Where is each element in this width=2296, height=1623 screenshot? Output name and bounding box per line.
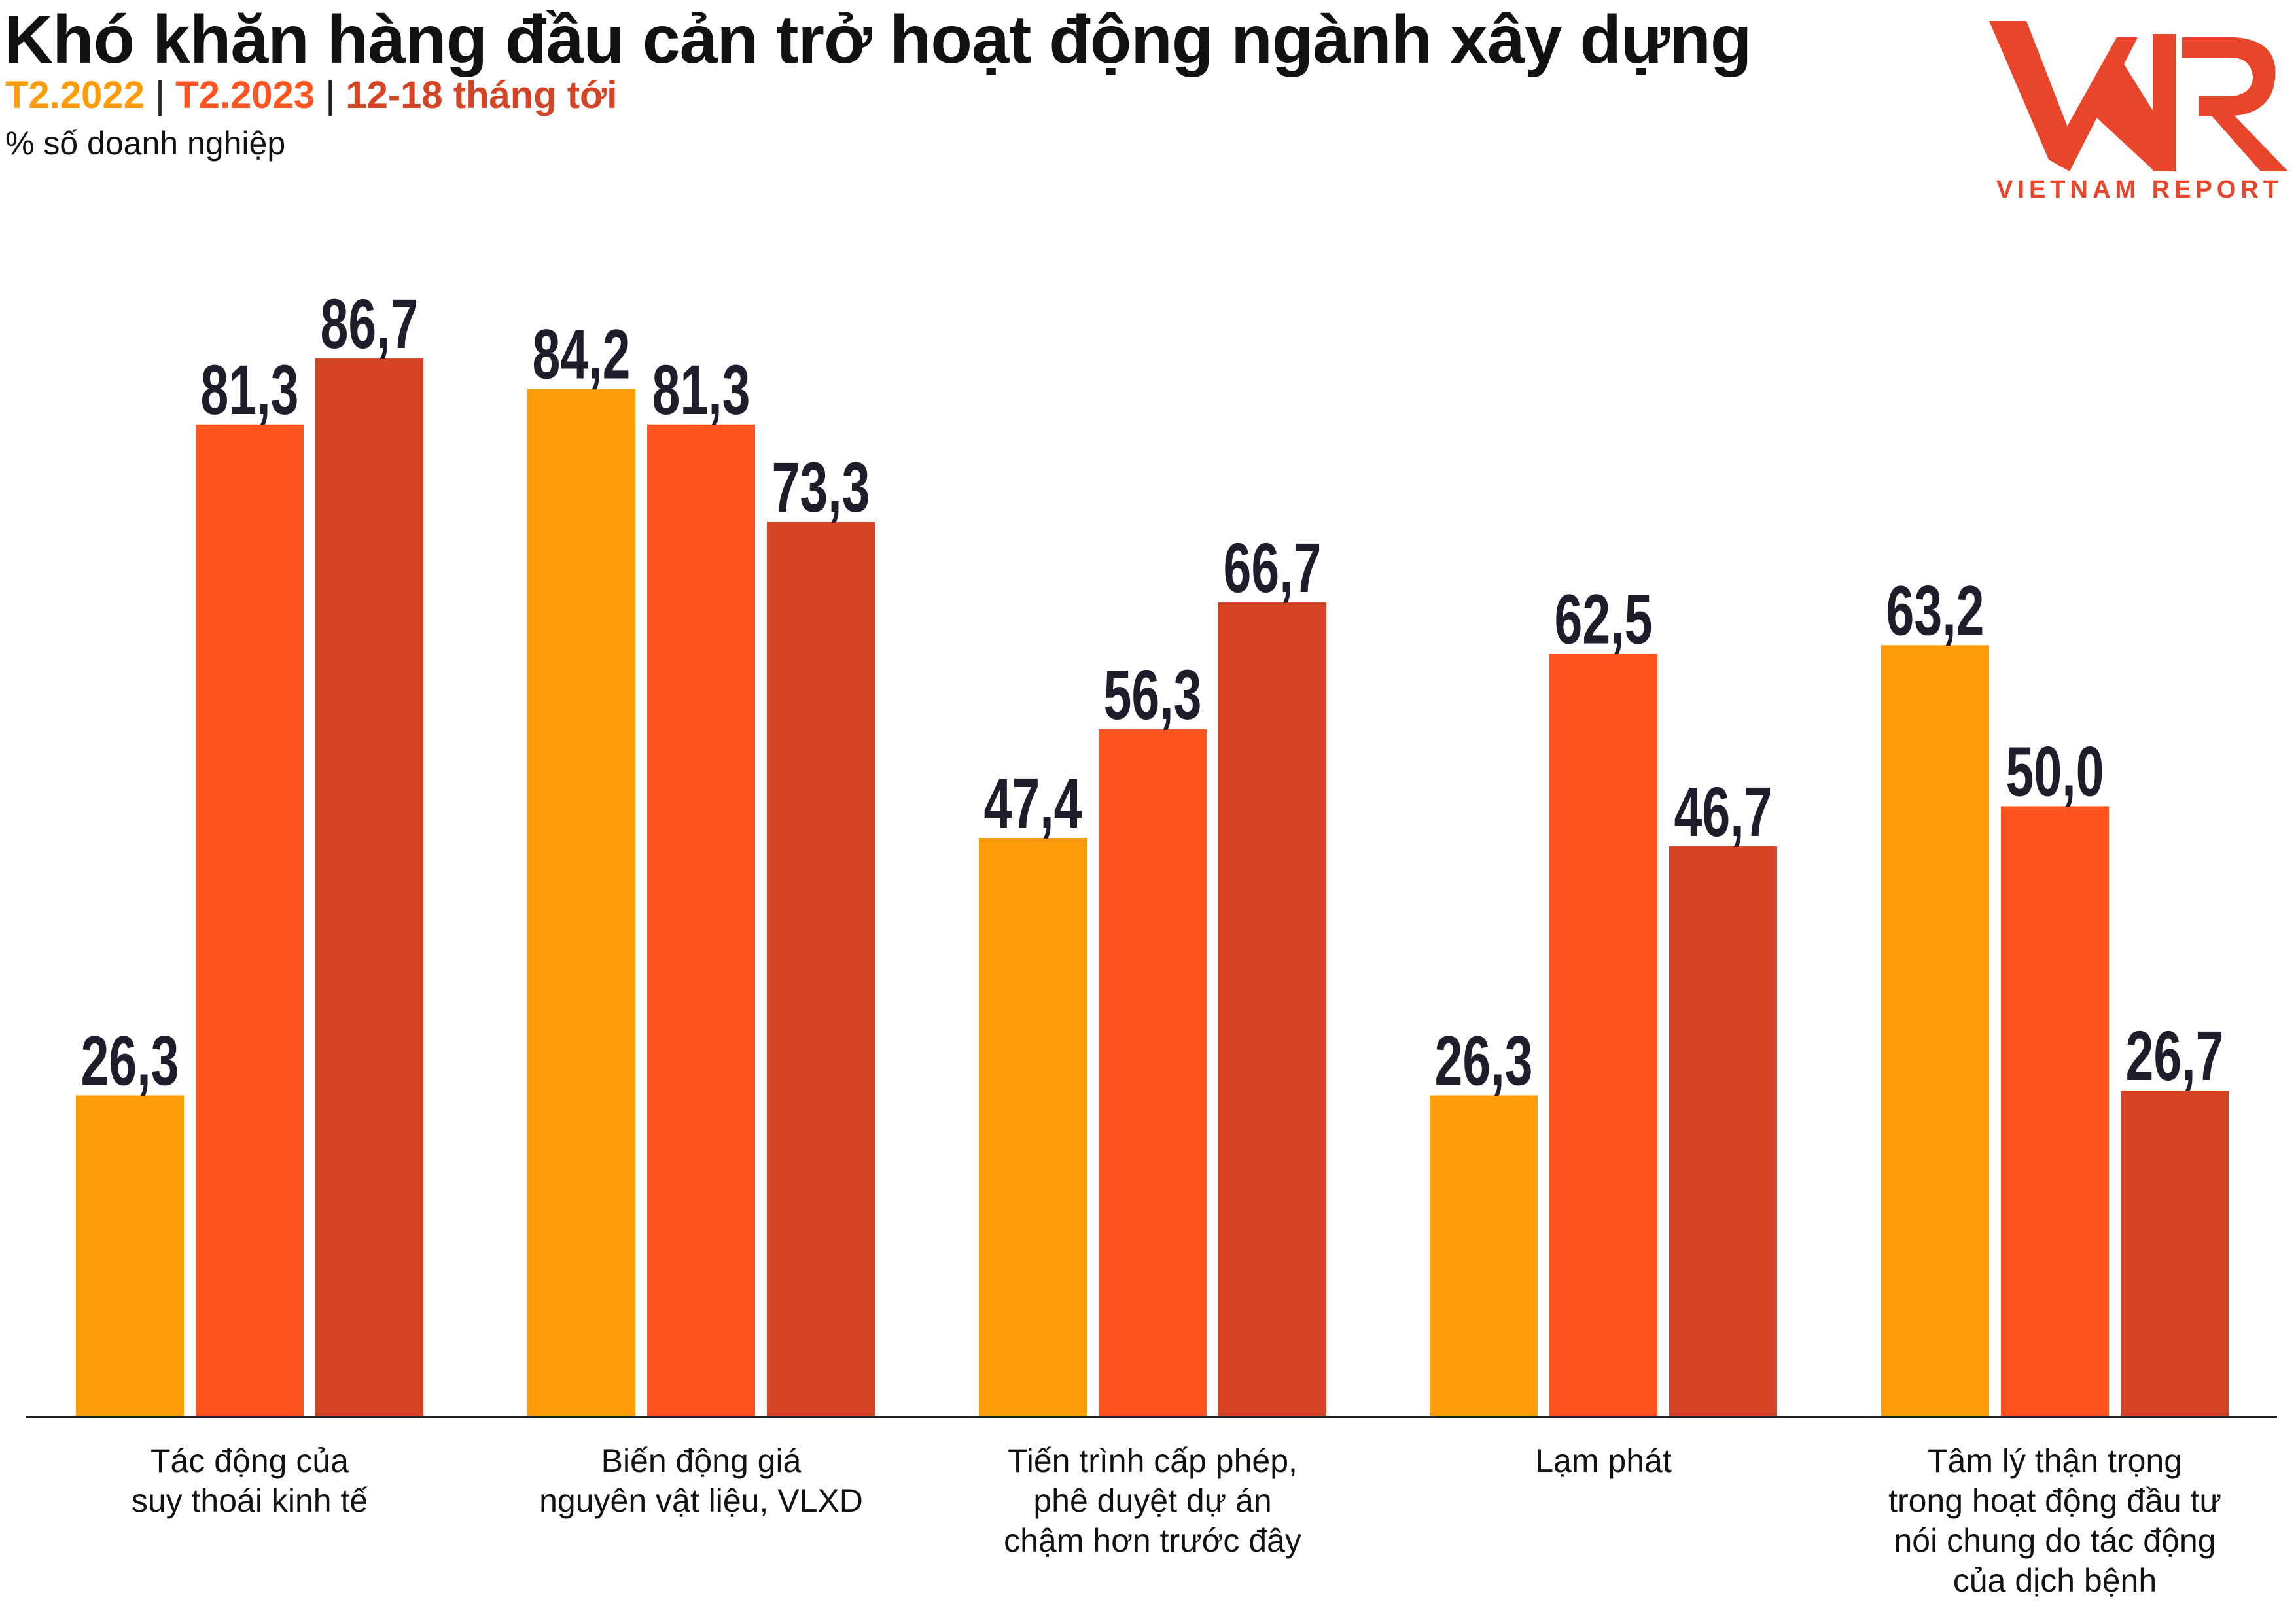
bar-12-18-th-ng-t-i-3 [1669,846,1777,1416]
data-label-t2-2022-0: 26,3 [81,1021,179,1100]
data-label-t2-2023-3: 62,5 [1555,579,1653,658]
category-label-line: suy thoái kinh tế [131,1482,368,1519]
category-label-line: trong hoạt động đầu tư [1888,1482,2221,1519]
data-label-t2-2022-1: 84,2 [533,315,631,394]
category-label-line: Biến động giá [601,1442,802,1479]
category-label-1: Biến động giá nguyên vật liệu, VLXD [472,1441,930,1521]
legend-item-t2-2023: T2.2023 [175,74,315,116]
legend-separator: | [154,74,166,116]
category-label-line: Tiến trình cấp phép, [1008,1442,1298,1479]
data-label-t2-2023-1: 81,3 [652,350,751,429]
data-label-t2-2023-4: 50,0 [2006,732,2104,811]
legend: T2.2022 | T2.2023 | 12-18 tháng tới [5,73,617,117]
bar-12-18-th-ng-t-i-4 [2121,1091,2229,1416]
vietnam-report-logo: VIETNAM REPORT [1989,21,2288,203]
category-label-line: Tâm lý thận trọng [1927,1442,2183,1479]
bar-t2-2023-2 [1099,729,1207,1416]
data-label-t2-2022-3: 26,3 [1435,1021,1533,1100]
category-label-line: nói chung do tác động [1894,1522,2216,1559]
data-label-t2-2023-2: 56,3 [1104,655,1202,734]
category-label-4: Tâm lý thận trọng trong hoạt động đầu tư n… [1826,1441,2284,1601]
chart-title: Khó khăn hàng đầu cản trở hoạt động ngàn… [4,2,1752,78]
bar-t2-2023-3 [1549,654,1657,1416]
bar-t2-2022-0 [76,1095,184,1416]
bar-12-18-th-ng-t-i-2 [1218,602,1326,1417]
data-label-12-18-th-ng-t-i-1: 73,3 [772,447,870,527]
data-label-12-18-th-ng-t-i-3: 46,7 [1674,772,1773,851]
bar-t2-2023-4 [2001,806,2109,1416]
category-label-line: Tác động của [150,1442,349,1479]
data-label-12-18-th-ng-t-i-0: 86,7 [321,284,419,363]
data-label-t2-2023-0: 81,3 [201,350,299,429]
bar-12-18-th-ng-t-i-0 [315,358,423,1417]
bar-t2-2022-4 [1881,645,1989,1416]
legend-item-12-18-months: 12-18 tháng tới [345,74,618,116]
data-label-12-18-th-ng-t-i-2: 66,7 [1224,528,1322,607]
logo-text: VIETNAM REPORT [1996,176,2283,203]
category-label-line: của dịch bệnh [1952,1562,2157,1599]
data-label-t2-2022-4: 63,2 [1886,570,1985,650]
category-label-2: Tiến trình cấp phép, phê duyệt dự án chậm … [924,1441,1382,1561]
bar-t2-2022-3 [1430,1095,1538,1416]
bar-t2-2023-0 [196,424,304,1416]
category-label-line: Lạm phát [1535,1442,1672,1479]
unit-label: % số doanh nghiệp [5,125,286,162]
category-label-line: phê duyệt dự án [1033,1482,1272,1519]
category-label-3: Lạm phát [1375,1441,1833,1481]
legend-item-t2-2022: T2.2022 [5,74,145,116]
category-label-line: chậm hơn trước đây [1004,1522,1301,1559]
bar-t2-2022-2 [979,837,1087,1416]
bar-t2-2023-1 [647,424,755,1416]
data-label-12-18-th-ng-t-i-4: 26,7 [2126,1016,2224,1095]
category-label-line: nguyên vật liệu, VLXD [539,1482,863,1519]
data-label-t2-2022-2: 47,4 [984,763,1082,843]
category-label-0: Tác động của suy thoái kinh tế [21,1441,479,1521]
bar-t2-2022-1 [527,389,635,1417]
bar-12-18-th-ng-t-i-1 [767,521,875,1416]
legend-separator: | [325,74,336,116]
